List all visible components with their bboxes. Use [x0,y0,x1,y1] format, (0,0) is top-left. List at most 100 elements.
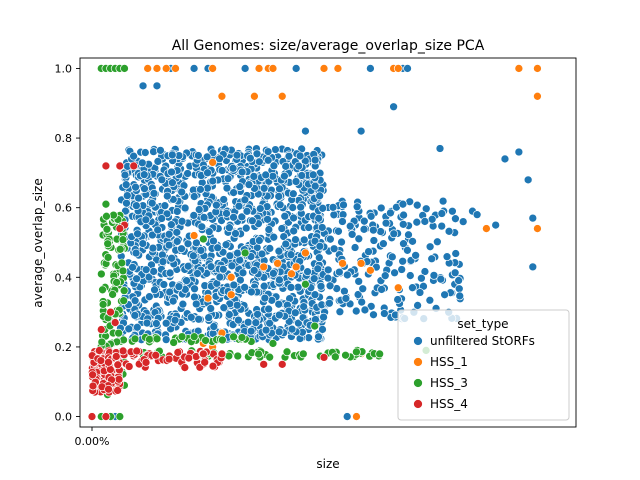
data-point [354,277,364,286]
data-point [340,286,349,296]
data-point [203,183,212,193]
data-point [158,257,168,267]
data-point [316,281,326,291]
data-point [254,64,264,73]
data-point [359,216,369,226]
data-point [269,269,278,278]
y-tick-label: 0.2 [55,341,73,354]
data-point [259,183,269,193]
data-point [313,264,323,274]
data-point [261,170,271,180]
data-point [287,324,297,334]
data-point [140,184,149,194]
data-point [183,261,193,271]
data-point [280,211,290,221]
data-point [281,239,291,249]
data-point [234,201,244,211]
legend: set_type unfiltered StORFs HSS_1 HSS_3 HSS_… [397,309,570,421]
data-point [427,254,437,264]
data-point [417,273,426,283]
data-point [350,243,360,252]
data-point [275,200,285,210]
data-point [268,64,278,73]
data-point [310,290,320,299]
data-point [152,64,162,73]
data-point [315,241,325,251]
data-point [360,305,370,315]
legend-entry-label: HSS_3 [430,376,468,390]
data-point [102,211,111,221]
data-point [240,64,250,73]
data-point [160,201,170,211]
data-point [174,282,184,291]
data-point [377,285,386,294]
data-point [240,283,250,292]
data-point [366,211,376,221]
data-point [271,145,280,154]
data-point [184,353,194,363]
data-point [171,64,180,73]
data-point [166,220,176,230]
y-tick-label: 0.0 [55,411,73,424]
data-point [314,253,324,262]
data-point [137,158,147,168]
data-point [275,184,284,194]
data-point [229,212,238,222]
data-point [208,361,218,371]
data-point [111,352,121,361]
data-point [132,346,142,356]
data-point [314,213,324,223]
data-point [172,227,182,237]
data-point [200,357,210,367]
data-point [177,244,186,254]
data-point [115,224,125,233]
data-point [514,64,524,73]
data-point [120,64,129,73]
data-point [132,274,141,284]
data-point [189,64,199,73]
data-point [415,288,425,297]
data-point [314,332,323,342]
data-point [97,337,107,347]
data-point [429,271,439,280]
data-point [357,297,367,307]
data-point [413,301,422,310]
data-point [222,183,232,193]
data-point [161,318,171,328]
data-point [442,252,452,262]
data-point [273,259,282,268]
data-point [299,302,309,311]
data-point [206,304,216,313]
data-point [130,296,140,306]
data-point [264,225,274,234]
data-point [118,346,128,356]
legend-entry-label: HSS_1 [430,355,468,369]
data-point [347,230,357,239]
data-point [255,204,265,213]
data-point [291,177,301,186]
data-point [339,200,348,210]
data-point [352,202,362,212]
data-point [203,168,212,178]
data-point [229,280,239,290]
data-point [219,303,229,313]
data-point [342,412,352,421]
data-point [145,292,154,302]
x-axis: 0.00% [75,427,109,448]
data-point [398,256,408,266]
data-point [304,223,314,232]
data-point [101,412,111,421]
data-point [177,332,187,341]
data-point [269,232,279,242]
data-point [151,319,161,328]
data-point [323,273,333,283]
data-point [380,271,390,281]
data-point [206,262,216,272]
data-point [113,386,122,395]
data-point [194,314,204,324]
data-point [329,210,339,220]
data-point [369,225,378,235]
data-point [190,284,199,294]
data-point [130,311,140,320]
data-point [139,170,149,180]
